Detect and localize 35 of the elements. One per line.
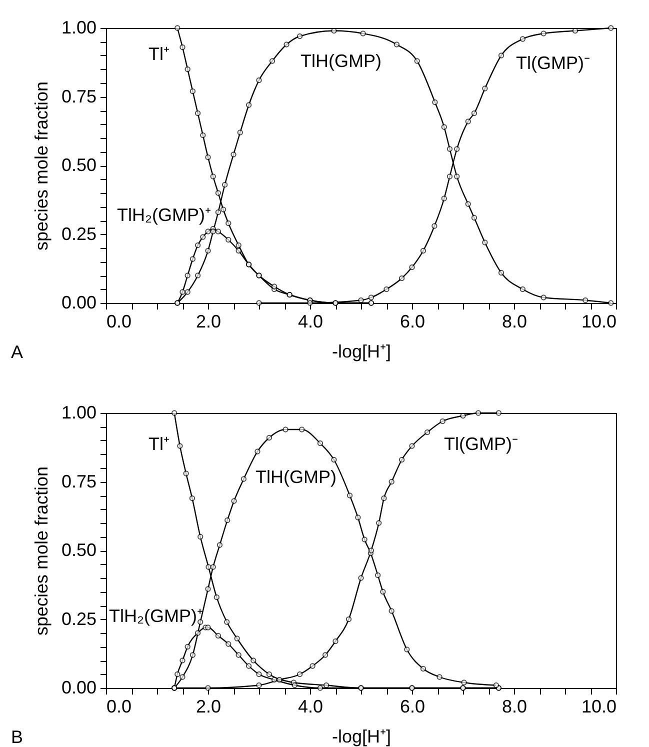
x-axis-title: -log[H⁺] — [332, 726, 392, 746]
series-label: Tl⁺ — [148, 434, 170, 454]
x-tick-label: 4.0 — [298, 312, 324, 332]
x-tick-label: 6.0 — [400, 696, 426, 716]
series-label: TlH(GMP) — [256, 467, 336, 487]
y-tick-label: 0.00 — [61, 292, 96, 312]
x-tick-label: 8.0 — [502, 696, 528, 716]
y-tick-label: 0.75 — [61, 471, 96, 492]
x-tick-label: 0.0 — [106, 696, 132, 716]
series-label: Tl⁺ — [148, 44, 170, 64]
x-tick-label: 10.0 — [581, 312, 616, 332]
y-tick-label: 0.00 — [61, 678, 96, 698]
series-label: Tl(GMP)⁻ — [516, 53, 590, 73]
x-tick-label: 8.0 — [502, 312, 528, 332]
x-tick-label: 6.0 — [400, 312, 426, 332]
text: A — [11, 342, 24, 362]
y-tick-label: 0.50 — [61, 155, 96, 175]
x-tick-label: 0.0 — [106, 312, 132, 332]
y-tick-label: 0.25 — [61, 608, 96, 629]
x-tick-label: 10.0 — [581, 696, 616, 716]
text: B — [11, 727, 24, 747]
x-tick-label: 4.0 — [298, 696, 324, 716]
y-axis-title: species mole fraction — [31, 81, 52, 251]
x-tick-label: 2.0 — [196, 696, 222, 716]
x-tick-label: 2.0 — [196, 312, 222, 332]
y-tick-label: 0.25 — [61, 224, 96, 244]
y-tick-label: 0.75 — [61, 86, 96, 106]
y-axis-title: species mole fraction — [31, 466, 52, 636]
series-label: TlH(GMP) — [300, 51, 382, 71]
series-label: TlH₂(GMP)⁺ — [117, 205, 211, 225]
series-label: Tl(GMP)⁻ — [444, 434, 518, 454]
y-tick-label: 1.00 — [61, 18, 96, 38]
y-tick-label: 0.50 — [61, 540, 96, 560]
y-tick-label: 1.00 — [61, 402, 96, 422]
x-axis-title: -log[H⁺] — [332, 342, 392, 362]
